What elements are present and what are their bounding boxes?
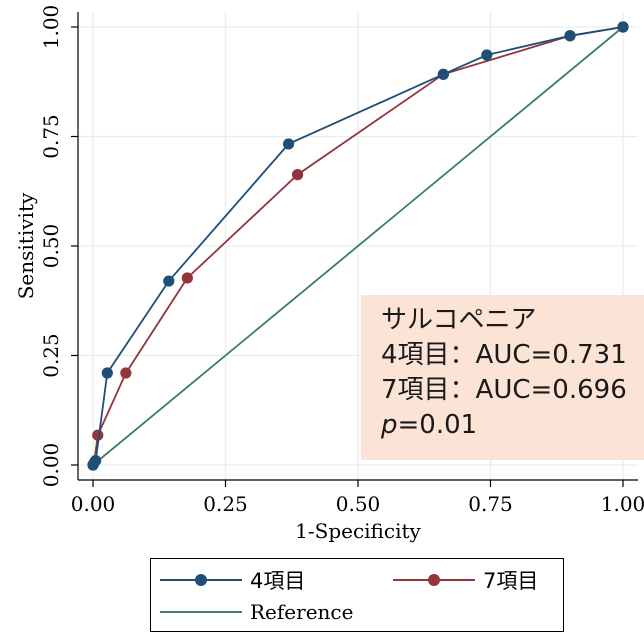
series-1-point-2 [92,429,104,441]
legend-entry-7items: 7項目 [393,567,538,593]
p-value-text: =0.01 [397,410,478,440]
y-tick-label-2: 0.50 [39,224,63,269]
grid-lines [78,12,638,480]
x-tick-label-4: 1.00 [601,492,644,516]
legend-entry-reference: Reference [160,599,353,625]
x-tick-label-0: 0.00 [71,492,116,516]
legend-label-7items: 7項目 [483,569,539,593]
legend-swatch-7items [393,574,475,586]
y-tick-label-4: 1.00 [39,5,63,50]
series-0-point-3 [163,275,175,287]
series-0-point-1 [90,455,102,467]
legend-entry-4items: 4項目 [160,567,305,593]
legend: 4項目 7項目 Reference [150,558,564,632]
x-tick-label-1: 0.25 [203,492,248,516]
y-tick-label-3: 0.75 [39,114,63,159]
x-axis-label: 1-Specificity [295,519,421,543]
legend-swatch-reference [160,611,242,613]
x-axis-ticks: 0.00 0.25 0.50 0.75 1.00 [71,480,644,516]
series-line-2 [92,26,624,466]
series-2 [92,26,624,466]
series-0 [87,21,629,471]
legend-swatch-4items [160,574,242,586]
series-0-point-7 [564,30,576,42]
legend-label-reference: Reference [250,600,354,624]
series-0-point-4 [282,138,295,150]
series-1-point-3 [120,367,132,379]
series-0-point-5 [437,68,449,80]
series-1-point-5 [291,169,304,181]
series-0-point-8 [617,21,629,33]
x-tick-label-3: 0.75 [468,492,513,516]
y-axis-ticks: 0.00 0.25 0.50 0.75 1.00 [39,5,78,488]
annotation-title: サルコペニア [381,305,537,335]
x-tick-label-2: 0.50 [336,492,381,516]
annotation-auc-4: 4項目：AUC=0.731 [381,340,627,370]
series-0-point-2 [101,367,113,379]
series-layer [87,21,629,471]
series-1-point-4 [181,272,193,284]
annotation-auc-7: 7項目：AUC=0.696 [381,375,627,405]
series-0-point-6 [481,49,493,61]
p-symbol: p [381,410,398,440]
y-tick-label-1: 0.25 [39,333,63,378]
y-tick-label-0: 0.00 [39,443,63,488]
auc-annotation-box: サルコペニア 4項目：AUC=0.731 7項目：AUC=0.696 p=0.0… [361,295,644,460]
legend-label-4items: 4項目 [250,569,306,593]
annotation-p-value: p=0.01 [381,408,644,443]
y-axis-label: Sensitivity [14,192,38,299]
